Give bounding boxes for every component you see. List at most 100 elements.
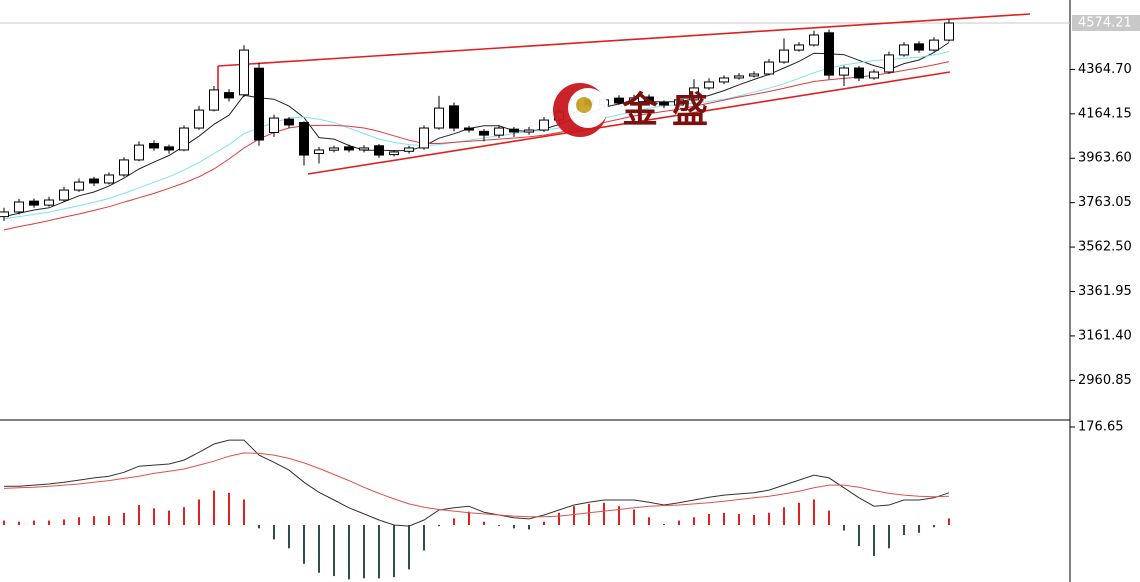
candle-body [254, 67, 264, 141]
candle-body [59, 189, 69, 201]
histogram-bar [198, 499, 200, 526]
histogram-bar [153, 508, 155, 526]
candle-body [104, 174, 114, 184]
histogram-bar [588, 503, 590, 526]
candle-body [119, 159, 129, 176]
y-tick-label: 2960.85 [1078, 373, 1132, 388]
histogram-bar [678, 520, 680, 526]
candle-body [314, 149, 324, 155]
histogram-bar [93, 516, 95, 526]
candle-body [839, 67, 849, 76]
histogram-bar [888, 525, 890, 549]
candle-body [689, 87, 699, 101]
candle-body [0, 211, 9, 218]
candle-body [749, 73, 759, 77]
candle-body [419, 127, 429, 149]
histogram-bar [948, 518, 950, 526]
histogram-bar [723, 512, 725, 526]
candle-body [719, 77, 729, 83]
candle-body [779, 49, 789, 63]
histogram-bar [228, 492, 230, 526]
candle-body [209, 89, 219, 111]
histogram-bar [3, 520, 5, 526]
candle-body [374, 145, 384, 156]
histogram-bar [693, 517, 695, 526]
histogram-bar [783, 507, 785, 526]
histogram-bar [138, 505, 140, 526]
candle-body [134, 144, 144, 161]
last-price-label: 4574.21 [1078, 15, 1132, 30]
histogram-bar [348, 525, 350, 580]
candle-body [899, 44, 909, 56]
histogram-bar [798, 502, 800, 526]
histogram-bar [603, 502, 605, 526]
histogram-bar [633, 509, 635, 526]
candle-body [884, 54, 894, 73]
candle-body [704, 81, 714, 89]
histogram-bar [933, 525, 935, 528]
candle-body [794, 44, 804, 51]
candle-body [149, 143, 159, 149]
candle-body [164, 146, 174, 151]
candle-body [644, 96, 654, 104]
candle-body [764, 61, 774, 75]
histogram-bar [663, 523, 665, 526]
histogram-bar [243, 499, 245, 526]
candle-body [44, 199, 54, 206]
histogram-bar [78, 517, 80, 526]
candle-body [629, 97, 639, 104]
macd-line [4, 439, 950, 527]
y-tick-label: 4364.70 [1078, 62, 1132, 77]
histogram-bar [33, 520, 35, 526]
candle-body [404, 147, 414, 152]
histogram-bar [903, 525, 905, 536]
candle-body [329, 147, 339, 151]
candle-body [299, 121, 309, 156]
histogram-bar [918, 525, 920, 533]
histogram-bar [18, 521, 20, 526]
histogram-bar [333, 525, 335, 577]
candle-body [389, 151, 399, 156]
candle-body [659, 102, 669, 106]
candle-body [929, 39, 939, 51]
watermark-logo [553, 83, 608, 137]
y-tick-label: 3763.05 [1078, 195, 1132, 210]
candle-body [239, 49, 249, 96]
candle-body [524, 129, 534, 133]
histogram-bar [498, 525, 500, 527]
candle-body [509, 128, 519, 133]
candle-body [914, 43, 924, 51]
histogram-bar [543, 521, 545, 526]
histogram-bar [273, 525, 275, 540]
moving-average [3, 61, 950, 231]
histogram-bar [123, 512, 125, 526]
watermark-text: 金盛 [621, 89, 722, 131]
histogram-bar [408, 525, 410, 570]
candle-body [824, 32, 834, 76]
last-price-box [1072, 14, 1140, 31]
histogram-bar [858, 525, 860, 547]
histogram-bar [753, 515, 755, 526]
candle-body [344, 146, 354, 151]
moving-average [3, 51, 950, 220]
histogram-bar [528, 525, 530, 530]
candle-body [224, 92, 234, 99]
candle-body [89, 178, 99, 184]
candle-body [734, 75, 744, 79]
candle-body [464, 127, 474, 131]
histogram-bar [183, 507, 185, 526]
histogram-bar [573, 506, 575, 526]
y-tick-label: 4164.15 [1078, 106, 1132, 121]
histogram-bar [828, 510, 830, 526]
histogram-bar [873, 525, 875, 557]
histogram-bar [483, 521, 485, 526]
candle-body [809, 34, 819, 46]
histogram-bar [813, 499, 815, 526]
candle-body [284, 118, 294, 126]
histogram-bar [168, 510, 170, 526]
histogram-bar [738, 513, 740, 526]
histogram-bar [378, 525, 380, 579]
histogram-bar [843, 525, 845, 531]
